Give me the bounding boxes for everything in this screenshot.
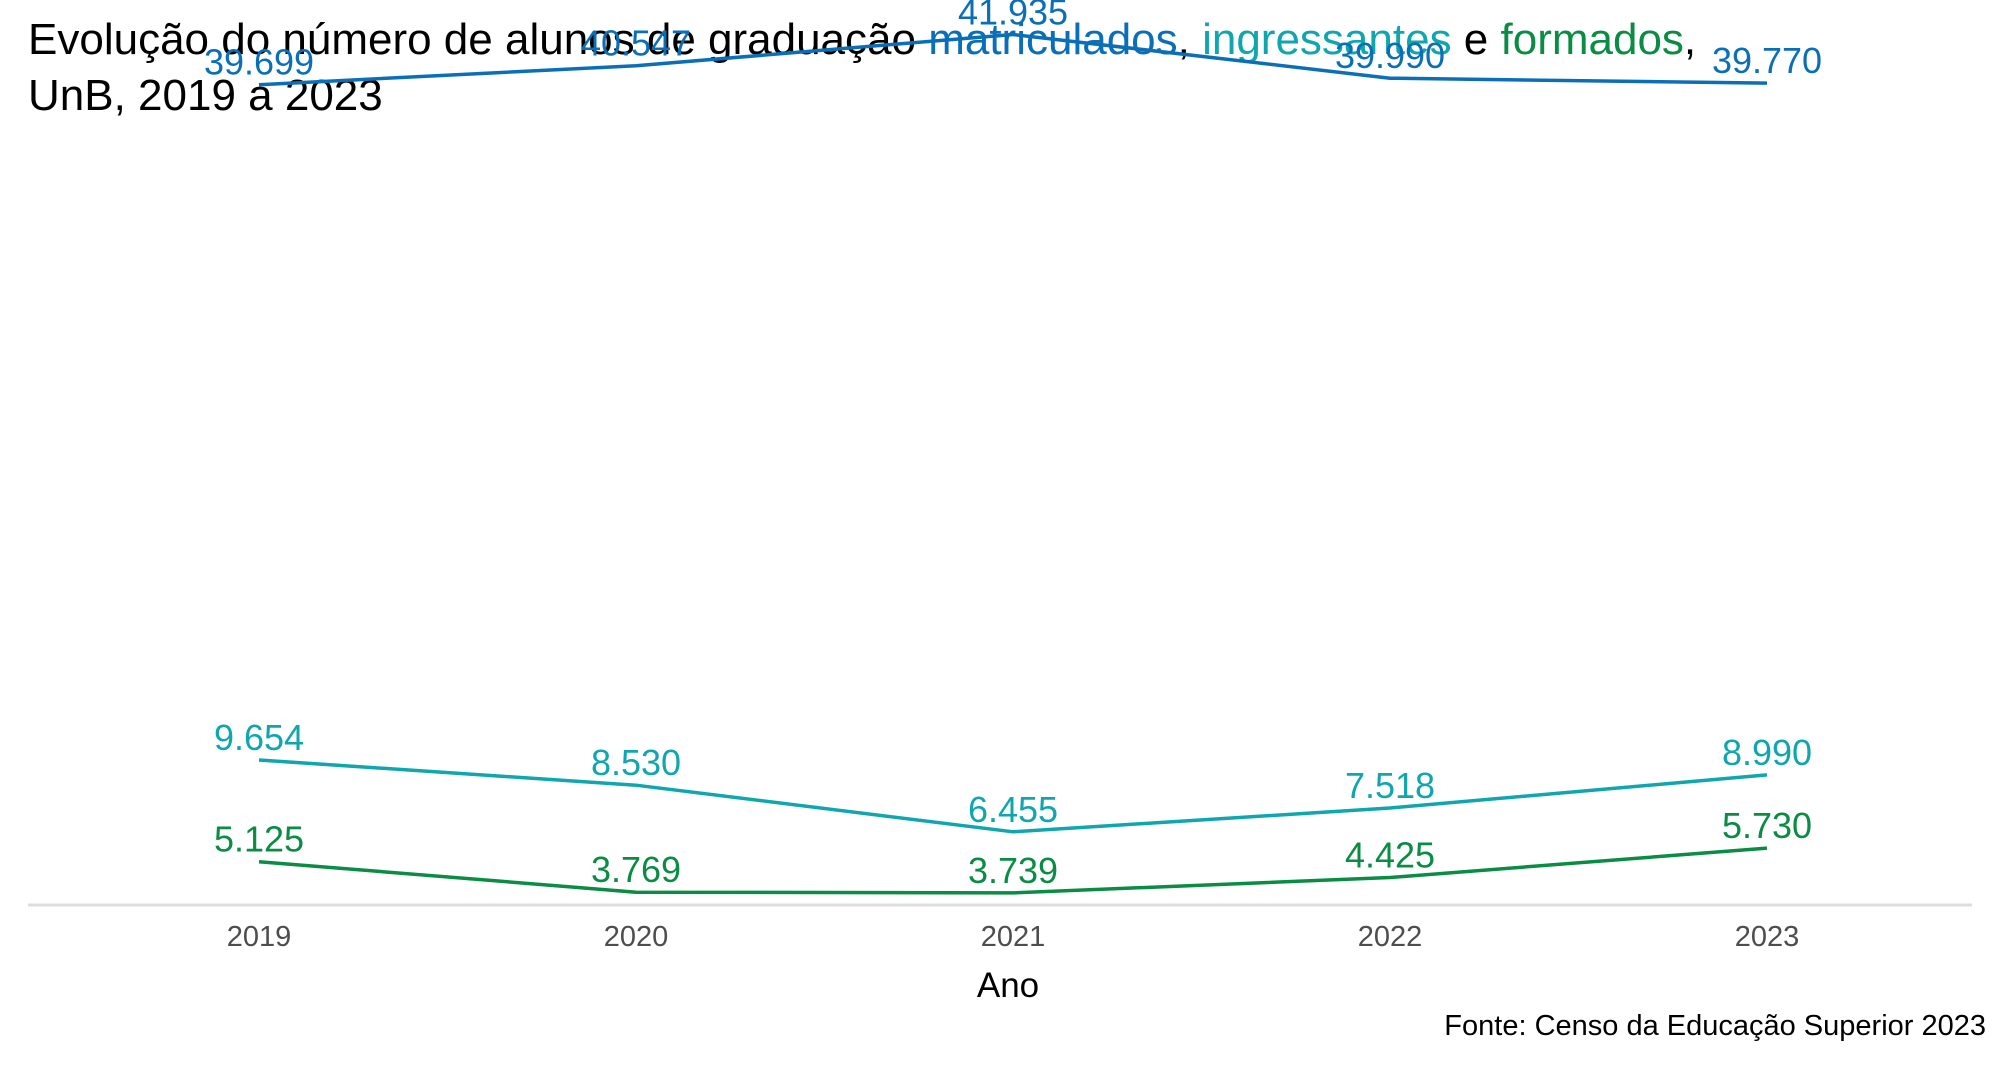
series-line-ingressantes <box>258 758 1768 834</box>
data-label-ingressantes-2020: 8.530 <box>591 742 681 783</box>
data-label-ingressantes-2023: 8.990 <box>1722 732 1812 773</box>
x-tick-label-2020: 2020 <box>604 921 669 953</box>
series-formados: 5.125 3.769 3.739 4.425 5.730 <box>214 805 1812 895</box>
data-label-ingressantes-2022: 7.518 <box>1345 765 1435 806</box>
x-tick-label-2022: 2022 <box>1358 921 1423 953</box>
data-label-ingressantes-2019: 9.654 <box>214 717 304 758</box>
data-label-matriculados-2022: 39.990 <box>1335 35 1445 76</box>
chart-title: Evolução do número de alunos de graduaçã… <box>28 12 1928 124</box>
data-label-formados-2019: 5.125 <box>214 819 304 860</box>
data-label-matriculados-2019: 39.699 <box>204 42 314 83</box>
title-line-2: UnB, 2019 a 2023 <box>28 71 383 120</box>
data-label-matriculados-2023: 39.770 <box>1712 40 1822 81</box>
series-line-formados <box>258 846 1768 895</box>
data-label-formados-2020: 3.769 <box>591 849 681 890</box>
x-axis-label: Ano <box>977 966 1039 1000</box>
x-tick-label-2019: 2019 <box>227 921 292 953</box>
data-label-formados-2023: 5.730 <box>1722 805 1812 846</box>
title-word-formados: formados <box>1500 15 1684 64</box>
series-ingressantes: 9.654 8.530 6.455 7.518 8.990 <box>214 717 1812 834</box>
data-label-matriculados-2021: 41.935 <box>958 0 1068 32</box>
line-chart: 39.699 40.547 41.935 39.990 39.770 9.654 8.530… <box>28 0 1972 1000</box>
x-tick-label-2023: 2023 <box>1735 921 1800 953</box>
series-line-matriculados <box>258 32 1768 87</box>
title-separator-3: , <box>1683 15 1697 64</box>
data-label-matriculados-2020: 40.547 <box>581 23 691 64</box>
x-tick-layer: 2019 2020 2021 2022 2023 <box>227 921 1800 953</box>
data-label-formados-2022: 4.425 <box>1345 834 1435 875</box>
series-matriculados: 39.699 40.547 41.935 39.990 39.770 <box>204 0 1822 87</box>
source-note: Fonte: Censo da Educação Superior 2023 <box>1444 1010 1986 1042</box>
data-label-formados-2021: 3.739 <box>968 850 1058 891</box>
title-separator-2: e <box>1451 15 1501 64</box>
x-tick-label-2021: 2021 <box>981 921 1046 953</box>
series-layer: 39.699 40.547 41.935 39.990 39.770 9.654 8.530… <box>204 0 1822 895</box>
data-label-ingressantes-2021: 6.455 <box>968 789 1058 830</box>
title-separator-1: , <box>1177 15 1203 64</box>
title-word-ingressantes: ingressantes <box>1202 15 1452 64</box>
